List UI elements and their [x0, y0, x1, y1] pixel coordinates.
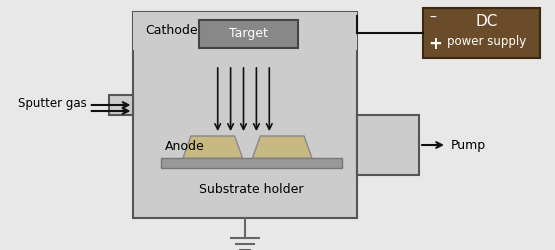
- Text: Anode: Anode: [165, 140, 205, 152]
- Polygon shape: [183, 136, 243, 158]
- Bar: [109, 95, 133, 115]
- Text: power supply: power supply: [447, 36, 526, 49]
- Bar: [423, 8, 540, 58]
- Text: DC: DC: [476, 14, 498, 30]
- Bar: [133, 12, 357, 218]
- Text: –: –: [430, 11, 436, 25]
- Text: Target: Target: [229, 28, 268, 40]
- Text: Sputter gas: Sputter gas: [18, 98, 87, 110]
- Bar: [161, 158, 342, 168]
- Bar: [199, 20, 298, 48]
- Text: Cathode: Cathode: [145, 24, 198, 38]
- Bar: [133, 12, 357, 50]
- Text: +: +: [428, 35, 442, 53]
- Bar: [357, 115, 419, 175]
- Text: Substrate holder: Substrate holder: [199, 183, 304, 196]
- Text: Pump: Pump: [451, 138, 486, 151]
- Polygon shape: [253, 136, 312, 158]
